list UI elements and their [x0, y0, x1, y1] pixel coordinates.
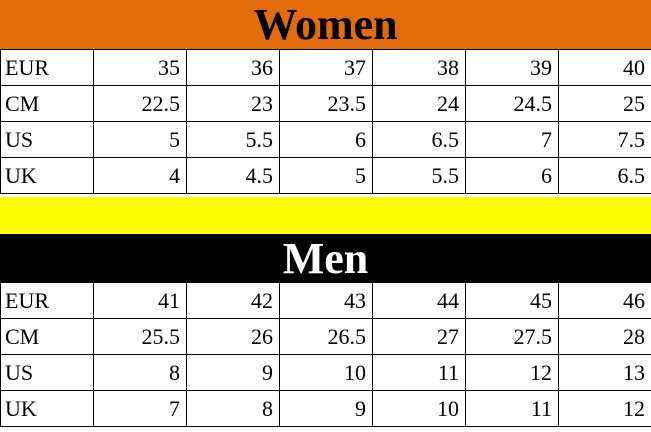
size-cell: 26 — [186, 318, 280, 355]
size-cell: 44 — [372, 282, 466, 319]
women-size-table: EUR 35 36 37 38 39 40 CM 22.5 23 23.5 24 24.5 25 US 5 5.… — [0, 49, 651, 194]
size-cell: 7 — [465, 121, 559, 158]
size-cell: 8 — [186, 390, 280, 427]
size-row-eur: EUR 41 42 43 44 45 46 — [0, 282, 651, 319]
size-cell: 12 — [465, 354, 559, 391]
size-row-cm: CM 22.5 23 23.5 24 24.5 25 — [0, 85, 651, 122]
size-cell: 41 — [93, 282, 187, 319]
size-cell: 5.5 — [186, 121, 280, 158]
size-cell: 5.5 — [372, 157, 466, 194]
row-label: UK — [0, 390, 94, 427]
size-cell: 40 — [558, 49, 651, 86]
size-row-uk: UK 7 8 9 10 11 12 — [0, 390, 651, 427]
size-cell: 5 — [93, 121, 187, 158]
size-cell: 35 — [93, 49, 187, 86]
size-cell: 23.5 — [279, 85, 373, 122]
size-cell: 23 — [186, 85, 280, 122]
size-cell: 24 — [372, 85, 466, 122]
size-cell: 27 — [372, 318, 466, 355]
size-cell: 6.5 — [558, 157, 651, 194]
row-label: US — [0, 121, 94, 158]
size-row-eur: EUR 35 36 37 38 39 40 — [0, 49, 651, 86]
size-row-us: US 5 5.5 6 6.5 7 7.5 — [0, 121, 651, 158]
size-cell: 25.5 — [93, 318, 187, 355]
size-row-cm: CM 25.5 26 26.5 27 27.5 28 — [0, 318, 651, 355]
row-label: CM — [0, 318, 94, 355]
size-cell: 22.5 — [93, 85, 187, 122]
size-cell: 6.5 — [372, 121, 466, 158]
size-cell: 7.5 — [558, 121, 651, 158]
row-label: UK — [0, 157, 94, 194]
section-divider — [0, 197, 651, 234]
size-cell: 39 — [465, 49, 559, 86]
size-cell: 9 — [186, 354, 280, 391]
size-cell: 38 — [372, 49, 466, 86]
size-row-uk: UK 4 4.5 5 5.5 6 6.5 — [0, 157, 651, 194]
size-cell: 37 — [279, 49, 373, 86]
row-label: EUR — [0, 282, 94, 319]
size-row-us: US 8 9 10 11 12 13 — [0, 354, 651, 391]
size-cell: 8 — [93, 354, 187, 391]
size-cell: 6 — [465, 157, 559, 194]
size-cell: 4.5 — [186, 157, 280, 194]
row-label: EUR — [0, 49, 94, 86]
men-size-table: EUR 41 42 43 44 45 46 CM 25.5 26 26.5 27 27.5 28 US 8 9 1… — [0, 282, 651, 427]
size-cell: 12 — [558, 390, 651, 427]
row-label: CM — [0, 85, 94, 122]
size-cell: 5 — [279, 157, 373, 194]
size-cell: 24.5 — [465, 85, 559, 122]
size-cell: 10 — [279, 354, 373, 391]
size-cell: 25 — [558, 85, 651, 122]
size-cell: 45 — [465, 282, 559, 319]
size-cell: 10 — [372, 390, 466, 427]
row-label: US — [0, 354, 94, 391]
size-cell: 42 — [186, 282, 280, 319]
men-section-title: Men — [0, 234, 651, 283]
size-cell: 28 — [558, 318, 651, 355]
size-cell: 36 — [186, 49, 280, 86]
size-cell: 11 — [465, 390, 559, 427]
size-cell: 7 — [93, 390, 187, 427]
size-cell: 9 — [279, 390, 373, 427]
size-cell: 13 — [558, 354, 651, 391]
size-cell: 43 — [279, 282, 373, 319]
size-cell: 46 — [558, 282, 651, 319]
size-cell: 27.5 — [465, 318, 559, 355]
size-cell: 11 — [372, 354, 466, 391]
size-cell: 26.5 — [279, 318, 373, 355]
size-cell: 6 — [279, 121, 373, 158]
size-cell: 4 — [93, 157, 187, 194]
women-section-title: Women — [0, 0, 651, 49]
